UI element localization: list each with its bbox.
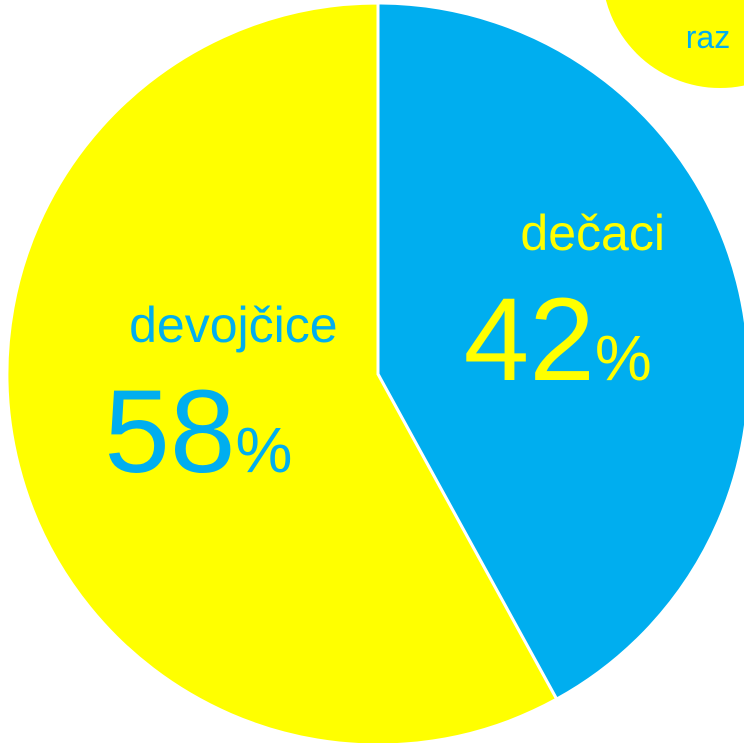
- value-label: 58%: [104, 366, 292, 498]
- pie-slice: [5, 1, 559, 743]
- slice-label: devojčice: [129, 297, 337, 353]
- value-unit: %: [236, 414, 293, 486]
- slice-label: dečaci: [520, 205, 665, 261]
- value-number: 58: [104, 366, 235, 498]
- value-label: 42%: [464, 274, 652, 406]
- annotation: raz: [686, 19, 730, 55]
- pie-slice: [376, 1, 744, 701]
- badge-circle: [605, 0, 744, 88]
- value-number: 42: [464, 274, 595, 406]
- value-unit: %: [595, 322, 652, 394]
- pie: [5, 1, 744, 743]
